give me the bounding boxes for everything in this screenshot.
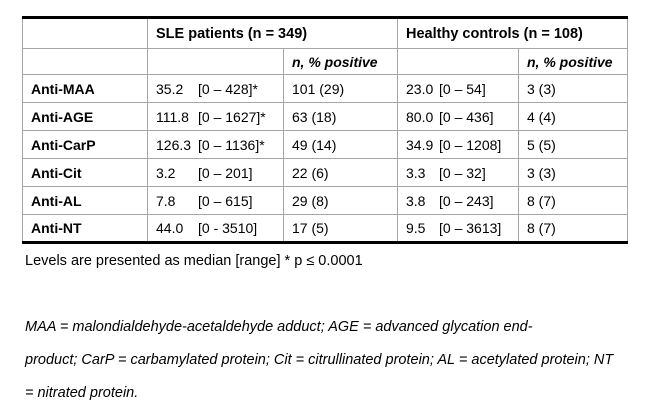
row-label: Anti-MAA <box>22 74 148 103</box>
median-value: 80.0 <box>406 108 434 125</box>
range-value: [0 – 3613] <box>439 220 502 236</box>
median-value: 111.8 <box>156 108 189 125</box>
table-row-anti-age: Anti-AGE 111.8 [0 – 1627]* 63 (18) 80.0 [0… <box>22 102 628 131</box>
abbreviation-legend: MAA = malondialdehyde-acetaldehyde adduc… <box>25 311 669 410</box>
sle-n-positive-cell: 29 (8) <box>283 186 398 215</box>
range-value: [0 - 3510] <box>198 220 258 236</box>
sle-median-range-cell: 44.0 [0 - 3510] <box>147 214 284 244</box>
hc-n-positive-cell: 3 (3) <box>518 74 628 103</box>
range-value: [0 – 243] <box>439 192 494 209</box>
range-value: [0 – 1136]* <box>198 136 265 153</box>
antibody-results-table: SLE patients (n = 349) Healthy controls … <box>22 16 628 244</box>
legend-line: MAA = malondialdehyde-acetaldehyde adduc… <box>25 319 533 335</box>
median-value: 7.8 <box>156 192 176 209</box>
table-row-anti-maa: Anti-MAA 35.2 [0 – 428]* 101 (29) 23.0 [0 … <box>22 74 628 103</box>
sle-median-range-cell: 111.8 [0 – 1627]* <box>147 102 284 131</box>
row-label: Anti-AL <box>22 186 148 215</box>
hc-subheader: n, % positive <box>518 48 628 75</box>
row-label: Anti-NT <box>22 214 148 244</box>
hc-median-range-cell: 80.0 [0 – 436] <box>397 102 519 131</box>
table-row-anti-cit: Anti-Cit 3.2 [0 – 201] 22 (6) 3.3 [0 – 32]… <box>22 158 628 187</box>
sle-n-positive-cell: 101 (29) <box>283 74 398 103</box>
legend-line: product; CarP = carbamylated protein; Ci… <box>25 352 614 368</box>
table-row-anti-nt: Anti-NT 44.0 [0 - 3510] 17 (5) 9.5 [0 – 36… <box>22 214 628 244</box>
sle-median-range-cell: 3.2 [0 – 201] <box>147 158 284 187</box>
range-value: [0 – 201] <box>198 164 253 181</box>
sle-median-range-cell: 126.3 [0 – 1136]* <box>147 130 284 159</box>
median-value: 35.2 <box>156 80 184 97</box>
median-value: 3.2 <box>156 164 176 181</box>
sle-n-positive-cell: 49 (14) <box>283 130 398 159</box>
sle-median-range-cell: 35.2 [0 – 428]* <box>147 74 284 103</box>
hc-n-positive-cell: 8 (7) <box>518 214 628 244</box>
range-value: [0 – 615] <box>198 192 253 209</box>
table-header-row: SLE patients (n = 349) Healthy controls … <box>22 16 628 49</box>
sle-n-positive-cell: 22 (6) <box>283 158 398 187</box>
sle-group-header: SLE patients (n = 349) <box>147 16 398 49</box>
range-value: [0 – 428]* <box>198 80 258 97</box>
hc-group-header: Healthy controls (n = 108) <box>397 16 628 49</box>
median-value: 44.0 <box>156 220 184 236</box>
hc-n-positive-cell: 5 (5) <box>518 130 628 159</box>
row-label: Anti-CarP <box>22 130 148 159</box>
hc-median-range-cell: 34.9 [0 – 1208] <box>397 130 519 159</box>
median-value: 3.3 <box>406 164 426 181</box>
hc-median-range-cell: 23.0 [0 – 54] <box>397 74 519 103</box>
range-value: [0 – 436] <box>439 108 494 125</box>
median-value: 9.5 <box>406 220 426 236</box>
sle-n-positive-cell: 17 (5) <box>283 214 398 244</box>
hc-n-positive-cell: 3 (3) <box>518 158 628 187</box>
sle-median-range-cell: 7.8 [0 – 615] <box>147 186 284 215</box>
hc-n-positive-cell: 8 (7) <box>518 186 628 215</box>
row-label: Anti-Cit <box>22 158 148 187</box>
median-value: 3.8 <box>406 192 426 209</box>
table-footnote: Levels are presented as median [range] *… <box>25 253 363 269</box>
hc-n-positive-cell: 4 (4) <box>518 102 628 131</box>
row-label: Anti-AGE <box>22 102 148 131</box>
corner-cell <box>22 16 148 49</box>
table-row-anti-carp: Anti-CarP 126.3 [0 – 1136]* 49 (14) 34.9 [… <box>22 130 628 159</box>
range-value: [0 – 54] <box>439 80 486 97</box>
median-value: 23.0 <box>406 80 434 97</box>
legend-line: = nitrated protein. <box>25 385 139 401</box>
sle-subheader: n, % positive <box>283 48 398 75</box>
empty-cell <box>22 48 148 75</box>
table-row-anti-al: Anti-AL 7.8 [0 – 615] 29 (8) 3.8 [0 – 243]… <box>22 186 628 215</box>
range-value: [0 – 1627]* <box>198 108 266 125</box>
hc-median-range-cell: 9.5 [0 – 3613] <box>397 214 519 244</box>
table-subheader-row: n, % positive n, % positive <box>22 48 628 75</box>
hc-median-range-cell: 3.3 [0 – 32] <box>397 158 519 187</box>
empty-cell <box>147 48 284 75</box>
sle-n-positive-cell: 63 (18) <box>283 102 398 131</box>
median-value: 126.3 <box>156 136 192 153</box>
range-value: [0 – 32] <box>439 164 486 181</box>
range-value: [0 – 1208] <box>439 136 502 153</box>
hc-median-range-cell: 3.8 [0 – 243] <box>397 186 519 215</box>
empty-cell <box>397 48 519 75</box>
median-value: 34.9 <box>406 136 434 153</box>
